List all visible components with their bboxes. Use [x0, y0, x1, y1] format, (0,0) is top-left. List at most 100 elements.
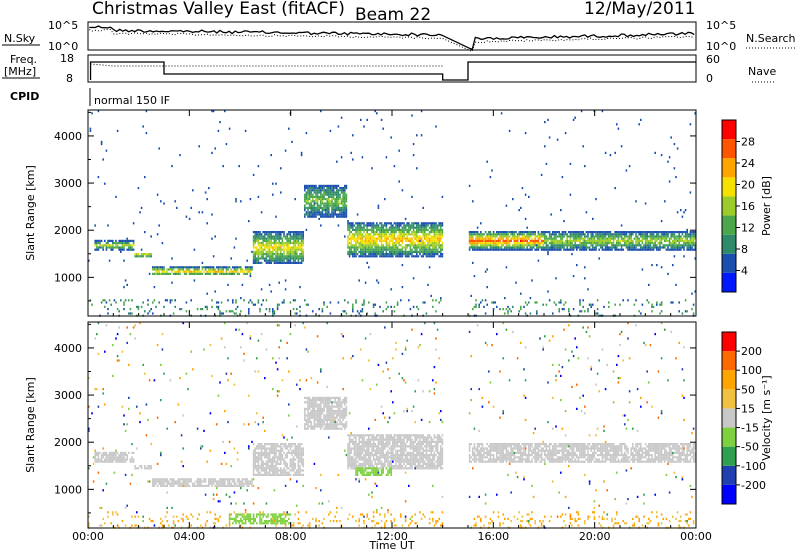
echo-cell — [500, 112, 503, 115]
echo-cell — [355, 233, 357, 236]
echo-cell — [489, 235, 492, 238]
echo-cell — [284, 462, 287, 465]
echo-cell — [313, 399, 316, 402]
echo-cell — [513, 235, 516, 238]
echo-cell — [376, 253, 378, 256]
echo-cell — [539, 244, 541, 247]
echo-cell — [200, 484, 202, 487]
echo-cell — [304, 189, 306, 192]
echo-cell — [283, 471, 285, 474]
echo-cell — [440, 224, 442, 227]
echo-cell — [368, 253, 370, 256]
echo-cell — [283, 244, 285, 247]
echo-cell — [425, 244, 428, 247]
echo-cell — [588, 246, 591, 249]
echo-cell — [684, 299, 687, 302]
echo-cell — [416, 248, 418, 251]
echo-cell — [297, 469, 300, 472]
echo-cell — [209, 449, 212, 452]
echo-cell — [548, 299, 551, 302]
echo-cell — [304, 187, 306, 190]
echo-cell — [307, 425, 309, 428]
echo-cell — [366, 242, 368, 245]
echo-cell — [617, 235, 620, 238]
echo-cell — [595, 231, 597, 234]
echo-cell — [401, 255, 404, 258]
echo-cell — [288, 242, 290, 245]
echo-cell — [128, 242, 130, 245]
echo-cell — [601, 231, 604, 234]
echo-cell — [115, 301, 117, 304]
echo-cell — [264, 231, 266, 234]
echo-cell — [390, 246, 392, 249]
echo-cell — [601, 248, 604, 251]
echo-cell — [667, 233, 669, 236]
echo-cell — [116, 524, 119, 527]
echo-cell — [336, 184, 338, 187]
echo-cell — [304, 200, 306, 203]
echo-cell — [299, 305, 301, 308]
echo-cell — [683, 235, 685, 238]
echo-cell — [288, 253, 290, 256]
echo-cell — [384, 228, 386, 231]
echo-cell — [691, 308, 693, 311]
echo-cell — [288, 127, 290, 130]
echo-cell — [148, 272, 151, 275]
echo-cell — [302, 235, 304, 238]
echo-cell — [272, 255, 274, 258]
echo-cell — [214, 235, 216, 238]
echo-cell — [96, 460, 98, 463]
freq-frame — [87, 54, 697, 83]
echo-cell — [406, 237, 408, 240]
echo-cell — [606, 237, 608, 240]
echo-cell — [392, 235, 394, 238]
echo-cell — [307, 427, 309, 430]
echo-cell — [558, 248, 560, 251]
echo-cell — [350, 237, 352, 240]
echo-cell — [265, 348, 268, 351]
echo-cell — [305, 511, 308, 514]
echo-cell — [348, 237, 351, 240]
echo-cell — [260, 261, 263, 264]
echo-cell — [296, 471, 298, 474]
echo-cell — [246, 272, 248, 275]
echo-cell — [630, 244, 632, 247]
echo-cell — [280, 246, 282, 249]
echo-cell — [579, 244, 581, 247]
echo-cell — [94, 454, 96, 457]
echo-cell — [211, 270, 213, 273]
echo-cell — [267, 522, 269, 525]
echo-cell — [260, 445, 263, 448]
echo-cell — [588, 242, 591, 245]
echo-cell — [547, 290, 549, 293]
echo-cell — [185, 310, 188, 313]
echo-cell — [638, 248, 640, 251]
echo-cell — [286, 357, 288, 360]
echo-cell — [540, 248, 543, 251]
echo-cell — [392, 233, 394, 236]
echo-cell — [156, 193, 159, 196]
echo-cell — [400, 239, 402, 242]
echo-cell — [275, 449, 277, 452]
echo-cell — [513, 244, 516, 247]
echo-cell — [398, 228, 400, 231]
echo-cell — [528, 244, 530, 247]
echo-cell — [337, 213, 340, 216]
echo-cell — [284, 471, 287, 474]
echo-cell — [521, 246, 524, 249]
echo-cell — [257, 301, 260, 304]
echo-cell — [248, 513, 250, 516]
echo-cell — [310, 416, 312, 419]
echo-cell — [332, 193, 335, 196]
echo-cell — [532, 242, 535, 245]
echo-cell — [171, 165, 173, 168]
echo-cell — [160, 517, 162, 520]
echo-cell — [193, 248, 196, 251]
echo-cell — [240, 484, 242, 487]
echo-cell — [552, 246, 554, 249]
echo-cell — [248, 520, 250, 523]
echo-cell — [326, 198, 328, 201]
echo-cell — [294, 465, 296, 468]
echo-cell — [160, 478, 162, 481]
